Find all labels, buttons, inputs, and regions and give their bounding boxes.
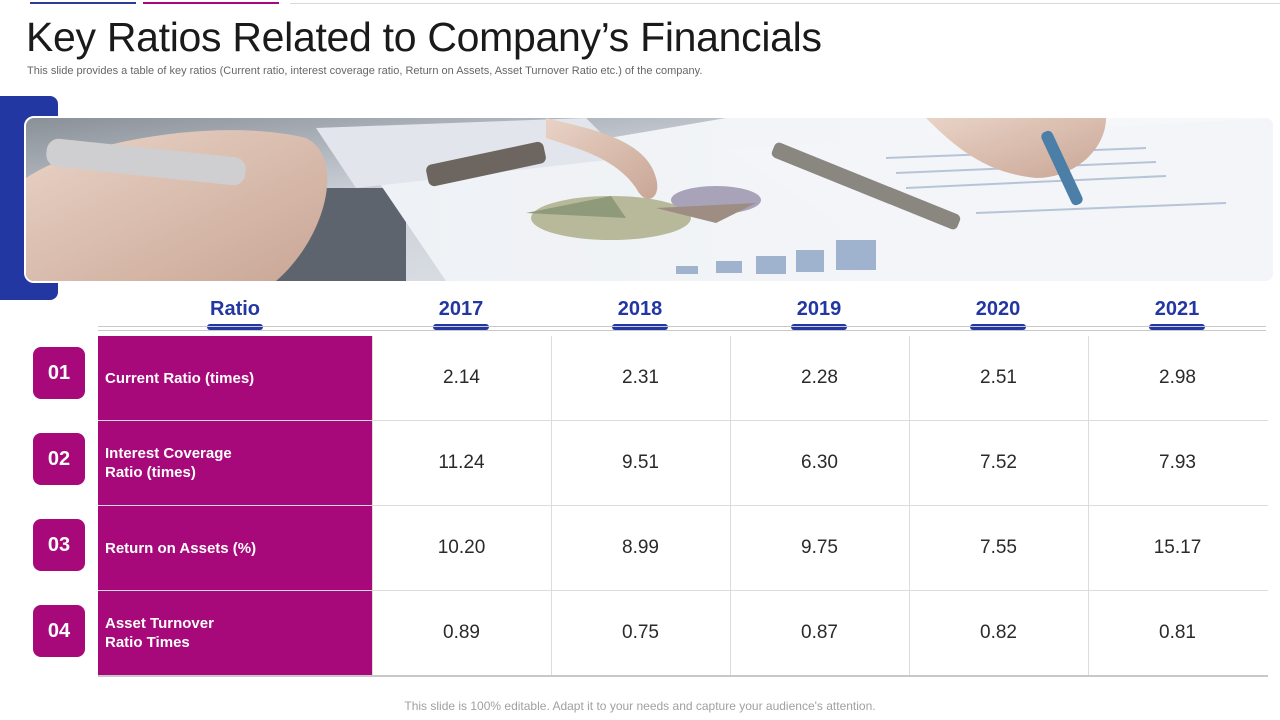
header-pill xyxy=(612,324,668,330)
header-year-2017: 2017 xyxy=(401,298,521,330)
table-row: Current Ratio (times) 2.14 2.31 2.28 2.5… xyxy=(98,336,1268,421)
row-label-text: Asset Turnover Ratio Times xyxy=(105,615,214,651)
row-label: Asset Turnover Ratio Times xyxy=(98,591,372,675)
table-cell: 0.82 xyxy=(909,591,1087,675)
table-cell: 8.99 xyxy=(551,506,729,590)
header-year-2018: 2018 xyxy=(580,298,700,330)
table-row: Interest Coverage Ratio (times) 11.24 9.… xyxy=(98,421,1268,506)
row-number-badge: 03 xyxy=(33,519,85,571)
table-cell: 0.89 xyxy=(372,591,550,675)
header-year-label: 2021 xyxy=(1154,298,1200,320)
row-label-text: Current Ratio (times) xyxy=(105,369,255,387)
row-number-badge: 02 xyxy=(33,433,85,485)
table-cell: 7.55 xyxy=(909,506,1087,590)
header-pill xyxy=(791,324,847,330)
top-accent-magenta xyxy=(143,2,279,4)
slide-subtitle: This slide provides a table of key ratio… xyxy=(27,65,703,77)
row-label-text: Return on Assets (%) xyxy=(105,539,257,557)
table-cell: 10.20 xyxy=(372,506,550,590)
table-cell: 2.31 xyxy=(551,336,729,420)
row-number-badge: 04 xyxy=(33,605,85,657)
finance-documents-photo xyxy=(24,116,1275,283)
top-accent-line xyxy=(290,3,1280,4)
photo-illustration xyxy=(26,118,1273,281)
table-cell: 9.75 xyxy=(730,506,908,590)
table-cell: 7.52 xyxy=(909,421,1087,505)
table-header: Ratio 2017 2018 2019 2020 2021 xyxy=(98,298,1266,332)
header-year-2019: 2019 xyxy=(759,298,879,330)
table-cell: 7.93 xyxy=(1088,421,1266,505)
top-accent-blue xyxy=(30,2,136,4)
header-divider xyxy=(98,330,1266,331)
row-label-text: Interest Coverage Ratio (times) xyxy=(105,445,232,481)
header-year-2021: 2021 xyxy=(1117,298,1237,330)
table-cell: 0.81 xyxy=(1088,591,1266,675)
table-cell: 11.24 xyxy=(372,421,550,505)
header-pill xyxy=(1149,324,1205,330)
table-cell: 0.87 xyxy=(730,591,908,675)
slide-title: Key Ratios Related to Company’s Financia… xyxy=(26,14,822,60)
header-year-label: 2018 xyxy=(617,298,663,320)
footer-note: This slide is 100% editable. Adapt it to… xyxy=(404,699,876,713)
table-cell: 2.28 xyxy=(730,336,908,420)
header-pill xyxy=(970,324,1026,330)
table-row: Return on Assets (%) 10.20 8.99 9.75 7.5… xyxy=(98,506,1268,591)
table-cell: 2.14 xyxy=(372,336,550,420)
table-cell: 0.75 xyxy=(551,591,729,675)
row-label: Current Ratio (times) xyxy=(98,336,372,420)
header-ratio: Ratio xyxy=(175,298,295,330)
table-cell: 2.51 xyxy=(909,336,1087,420)
row-number-badge: 01 xyxy=(33,347,85,399)
row-label: Return on Assets (%) xyxy=(98,506,372,590)
row-label: Interest Coverage Ratio (times) xyxy=(98,421,372,505)
header-year-2020: 2020 xyxy=(938,298,1058,330)
header-year-label: 2019 xyxy=(796,298,842,320)
table-cell: 6.30 xyxy=(730,421,908,505)
header-pill xyxy=(433,324,489,330)
header-year-label: 2017 xyxy=(438,298,484,320)
header-year-label: 2020 xyxy=(975,298,1021,320)
header-divider xyxy=(98,326,1266,327)
header-pill xyxy=(207,324,263,330)
table-cell: 2.98 xyxy=(1088,336,1266,420)
ratios-table: Current Ratio (times) 2.14 2.31 2.28 2.5… xyxy=(98,336,1268,677)
table-cell: 9.51 xyxy=(551,421,729,505)
header-ratio-label: Ratio xyxy=(210,298,260,320)
table-cell: 15.17 xyxy=(1088,506,1266,590)
table-row: Asset Turnover Ratio Times 0.89 0.75 0.8… xyxy=(98,591,1268,677)
